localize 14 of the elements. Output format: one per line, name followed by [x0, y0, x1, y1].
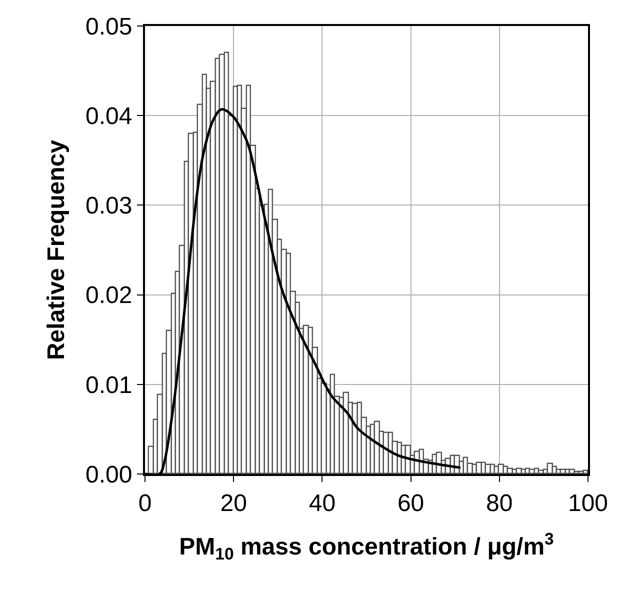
y-tick-label: 0.00 [85, 461, 132, 488]
x-tick-label: 0 [138, 490, 152, 517]
x-tick-label: 60 [397, 490, 424, 517]
x-tick-label: 100 [568, 490, 608, 517]
y-tick-label: 0.02 [85, 282, 132, 310]
y-tick-label: 0.05 [85, 13, 132, 40]
x-axis-title: PM$_{10}$ mass concentration / μg/m$^{3}$ [179, 530, 554, 564]
y-tick-label: 0.01 [85, 372, 132, 399]
y-tick-label: 0.03 [85, 192, 132, 220]
x-tick-label: 80 [486, 490, 513, 517]
x-tick-label: 40 [308, 490, 336, 517]
y-axis-title: Relative Frequency [43, 139, 70, 360]
y-tick-label: 0.04 [85, 103, 132, 130]
x-tick-label: 20 [220, 490, 247, 517]
